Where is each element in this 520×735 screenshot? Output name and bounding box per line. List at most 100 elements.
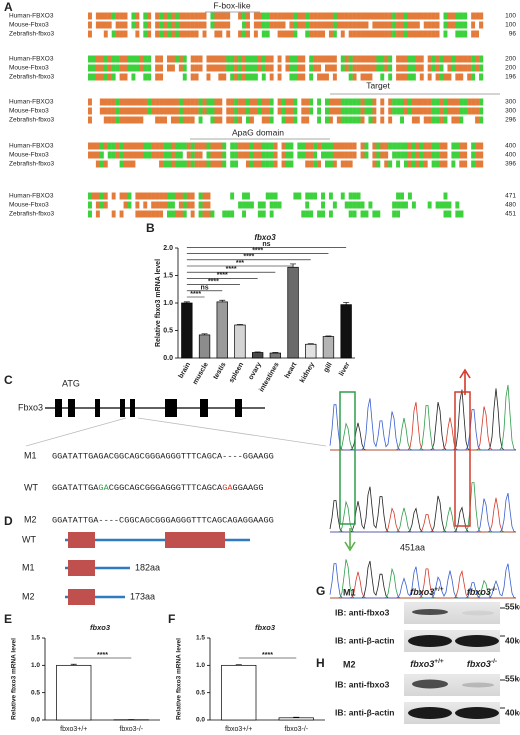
residue [222,160,227,168]
residue [273,64,278,72]
residue [344,151,349,159]
residue [206,30,211,38]
residue [131,210,136,218]
residue [265,21,270,29]
residue [443,116,448,124]
residue [285,192,290,200]
residue [190,30,195,38]
residue [265,98,270,106]
residue [155,21,160,29]
residue [459,107,464,115]
residue [131,201,136,209]
residue [281,98,286,106]
residue [467,116,472,124]
residue [301,116,306,124]
residue [285,116,290,124]
residue [103,107,108,115]
residue [317,142,322,150]
allele-sequence: GGATATTGAGACGGCAGCGGGAGGGTTTCAGCA----GGA… [52,451,274,461]
residue [159,160,164,168]
residue [99,107,104,115]
residue [230,201,235,209]
residue [400,142,405,150]
residue [218,98,223,106]
residue [455,192,460,200]
residue [431,98,436,106]
residue [364,151,369,159]
residue [95,64,101,72]
blot-row-label: IB: anti-β-actin [335,707,395,717]
sequence-end: 296 [505,117,516,124]
residue [455,64,460,72]
residue [285,21,290,29]
residue [238,12,243,20]
residue [163,116,168,124]
residue [249,201,255,209]
residue [407,21,413,29]
residue [376,21,381,29]
residue [285,201,290,209]
residue [360,116,365,124]
residue [459,201,464,209]
residue [202,142,207,150]
residue [380,55,385,63]
residue [447,160,452,168]
residue [368,160,373,168]
residue [210,151,215,159]
residue [127,160,132,168]
residue [253,160,259,168]
residue [356,192,361,200]
residue [103,73,108,81]
residue [352,73,357,81]
residue [336,116,341,124]
residue [332,192,338,200]
residue [404,142,409,150]
residue [214,107,219,115]
residue [325,30,330,38]
residue [111,160,116,168]
residue [301,142,306,150]
bar [340,304,352,359]
residue [222,210,227,218]
residue [249,21,255,29]
residue [455,210,460,218]
residue [242,142,247,150]
residue [439,98,444,106]
residue [88,21,93,29]
residue [431,160,436,168]
residue [479,107,484,115]
residue [88,160,93,168]
x-tick-label: fbxo3+/+ [225,726,252,733]
residue [301,64,306,72]
residue [305,30,310,38]
residue [400,116,405,124]
residue [356,160,361,168]
significance-label: **** [226,266,237,273]
residue [328,210,334,218]
residue [111,21,116,29]
residue [257,142,262,150]
residue [119,12,124,20]
residue [313,30,318,38]
residue [455,151,460,159]
significance-label: **** [262,652,273,659]
residue [431,201,436,209]
residue [459,98,464,106]
residue [305,116,310,124]
residue [238,64,243,72]
residue [443,192,448,200]
error-bar [307,343,314,345]
residue [198,21,203,29]
residue [368,73,373,81]
residue [190,201,195,209]
residue [174,192,180,200]
residue [265,142,270,150]
residue [222,201,227,209]
residue [273,210,278,218]
error-bar [254,351,261,353]
residue [155,107,160,115]
residue [170,98,176,106]
residue [273,55,278,63]
residue [459,55,464,63]
residue [194,142,199,150]
